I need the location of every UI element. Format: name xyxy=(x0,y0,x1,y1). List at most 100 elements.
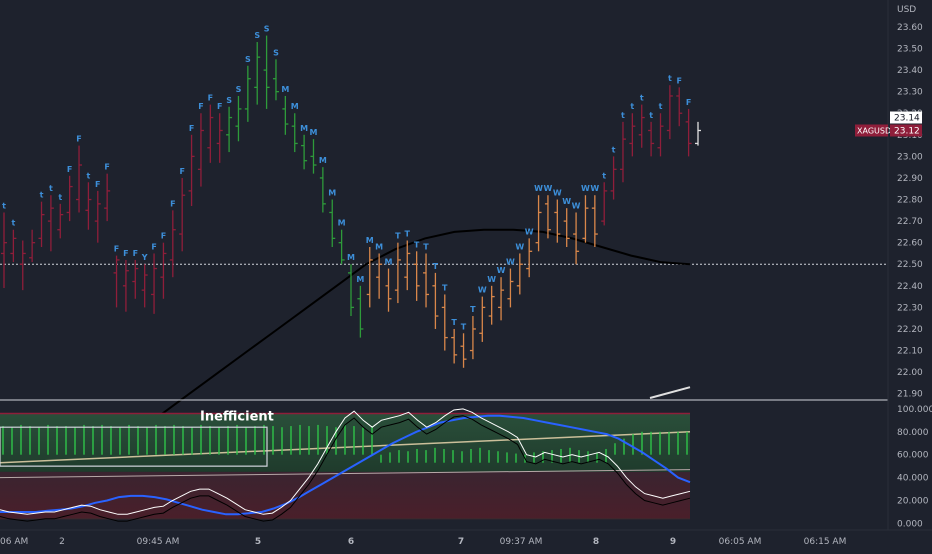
price-tick: 23.30 xyxy=(897,88,923,98)
bar-marker-label: M xyxy=(347,253,355,262)
bar-marker-label: T xyxy=(433,262,439,271)
price-bar: S xyxy=(272,48,279,101)
price-bar: F xyxy=(197,102,204,187)
bar-marker-label: M xyxy=(328,189,336,198)
bar-marker-label: S xyxy=(245,55,251,64)
price-tick: 21.90 xyxy=(897,390,923,400)
bar-marker-label: t xyxy=(649,111,653,120)
bar-marker-label: W xyxy=(478,286,487,295)
price-bar: S xyxy=(235,85,242,142)
price-bar xyxy=(695,121,701,146)
price-bar: W xyxy=(515,242,524,295)
bar-marker-label: T xyxy=(423,242,429,251)
price-bar: W xyxy=(590,184,599,247)
bar-marker-label: F xyxy=(161,232,166,241)
price-bar: F xyxy=(685,98,692,157)
bar-marker-label: t xyxy=(11,219,15,228)
inefficient-box xyxy=(0,426,268,467)
white-oscillator-line xyxy=(0,408,691,515)
oscillator-tick: 100.000 xyxy=(897,405,932,415)
bar-marker-label: T xyxy=(414,240,420,249)
price-bar: F xyxy=(207,94,214,163)
price-bar: T xyxy=(413,240,420,301)
price-bar: F xyxy=(160,232,167,299)
price-bar: W xyxy=(572,201,581,265)
bar-marker-label: T xyxy=(461,322,467,331)
oscillator-tick: 40.000 xyxy=(897,474,929,484)
symbol-tag-bg xyxy=(855,124,888,137)
bar-marker-label: F xyxy=(686,98,691,107)
price-bar: M xyxy=(281,85,289,135)
time-tick: 7 xyxy=(458,537,464,547)
price-bar: W xyxy=(525,227,534,278)
price-tag: 23.12 xyxy=(890,124,922,137)
price-bar: M xyxy=(328,189,336,247)
bar-marker-label: S xyxy=(264,25,270,34)
bar-marker-label: M xyxy=(375,242,383,251)
bar-marker-label: W xyxy=(487,275,496,284)
price-bar: M xyxy=(375,242,383,299)
price-bar: W xyxy=(478,286,487,342)
bar-marker-label: S xyxy=(254,31,260,40)
bar-marker-label: F xyxy=(677,76,682,85)
bar-marker-label: t xyxy=(621,111,625,120)
bar-marker-label: T xyxy=(442,283,448,292)
price-bar: F xyxy=(66,165,73,222)
price-tick: 22.40 xyxy=(897,282,923,292)
price-bar: W xyxy=(506,258,515,308)
price-bar: F xyxy=(132,249,139,299)
bar-marker-label: t xyxy=(668,74,672,83)
bar-marker-label: t xyxy=(602,171,606,180)
price-bar: W xyxy=(562,197,571,247)
price-bar: M xyxy=(319,156,327,213)
bar-marker-label: T xyxy=(395,232,401,241)
inefficient-label: Inefficient xyxy=(200,409,274,424)
price-bar: T xyxy=(460,322,467,368)
bar-marker-label: T xyxy=(451,318,457,327)
bar-marker-label: W xyxy=(525,227,534,236)
bar-marker-label: F xyxy=(67,165,72,174)
inefficient-annotation: Inefficient xyxy=(0,409,274,467)
price-bar: Y xyxy=(141,253,148,308)
price-tick: 22.20 xyxy=(897,325,923,335)
bar-marker-label: M xyxy=(356,275,364,284)
price-bar: S xyxy=(254,31,260,105)
bar-marker-label: t xyxy=(2,201,6,210)
bar-marker-label: M xyxy=(291,102,299,111)
bar-marker-label: M xyxy=(366,236,374,245)
price-bar: t xyxy=(657,102,664,157)
price-bar: t xyxy=(619,111,626,183)
bar-marker-label: M xyxy=(281,85,289,94)
price-bar: t xyxy=(85,171,92,230)
price-bar: F xyxy=(179,167,186,252)
bar-marker-label: t xyxy=(630,102,634,111)
time-tick: 2 xyxy=(59,537,65,547)
bar-marker-label: M xyxy=(310,128,318,137)
bar-marker-label: S xyxy=(226,96,232,105)
price-tick: 23.50 xyxy=(897,45,923,55)
price-tick: 23.40 xyxy=(897,66,923,76)
price-bar: F xyxy=(113,245,120,308)
bar-marker-label: W xyxy=(590,184,599,193)
bar-marker-label: F xyxy=(208,94,213,103)
price-tick: 22.30 xyxy=(897,303,923,313)
currency-label: USD xyxy=(897,5,916,15)
time-tick: 06 AM xyxy=(0,537,28,547)
bar-marker-label: F xyxy=(95,180,100,189)
price-bar: T xyxy=(394,232,401,304)
oscillator-tick: 0.000 xyxy=(897,519,923,529)
bar-marker-label: W xyxy=(572,201,581,210)
price-bar: t xyxy=(601,171,608,226)
price-tick: 22.70 xyxy=(897,217,923,227)
oscillator-pane[interactable]: Inefficient xyxy=(0,408,691,522)
time-tick: 5 xyxy=(255,537,261,547)
price-bar: t xyxy=(38,191,45,247)
bar-marker-label: F xyxy=(114,245,119,254)
time-tick: 09:37 AM xyxy=(500,537,543,547)
bar-marker-label: F xyxy=(123,249,128,258)
black-curve xyxy=(159,228,691,417)
trend-line-pale xyxy=(0,469,691,479)
